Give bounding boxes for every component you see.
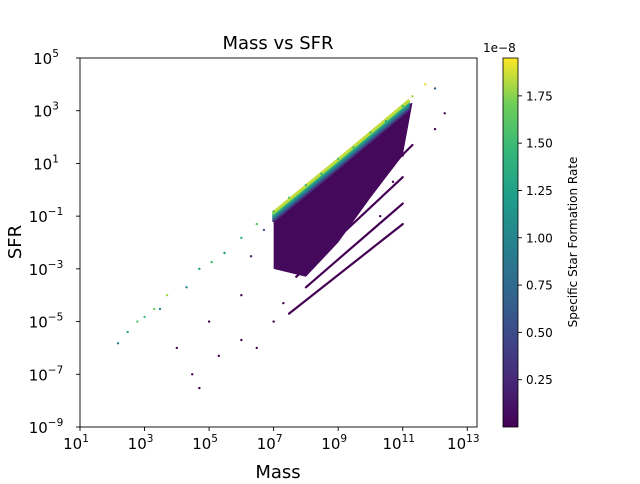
scatter-point: [320, 172, 323, 176]
scatter-edge: [272, 105, 410, 220]
scatter-point: [424, 83, 427, 86]
scatter-point: [401, 154, 404, 157]
scatter-point: [116, 342, 120, 345]
scatter-point: [272, 320, 275, 323]
scatter-point: [165, 294, 169, 297]
y-tick-label: 10−9: [29, 417, 64, 437]
scatter-point: [272, 210, 275, 213]
scatter-point: [175, 346, 179, 350]
scatter-point: [369, 188, 372, 191]
scatter-point: [255, 346, 258, 350]
scatter-point: [153, 307, 156, 311]
scatter-point: [240, 294, 243, 297]
colorbar-tick-label: 0.25: [526, 373, 553, 387]
scatter-point: [262, 228, 266, 232]
colorbar-tick-label: 1.00: [526, 231, 553, 245]
x-tick-label: 105: [192, 433, 218, 453]
y-tick-label: 101: [33, 153, 59, 173]
scatter-point: [433, 127, 437, 131]
scatter-point: [282, 301, 285, 305]
scatter-band: [287, 222, 404, 315]
scatter-point: [210, 260, 213, 264]
scatter-point: [384, 120, 388, 123]
scatter-point: [136, 320, 139, 323]
chart-title: Mass vs SFR: [222, 33, 333, 54]
scatter-point: [240, 338, 243, 342]
y-axis-ticks: 10−9 10−7 10−5 10−3 10−1 101 103 105: [29, 48, 80, 437]
x-tick-label: 101: [63, 433, 89, 453]
scatter-point: [304, 183, 308, 187]
y-tick-label: 10−1: [29, 206, 64, 226]
y-tick-label: 10−7: [29, 364, 64, 384]
scatter-point: [369, 131, 372, 134]
colorbar-tick-label: 1.25: [526, 184, 553, 198]
scatter-point: [143, 315, 146, 319]
scatter-point: [191, 373, 194, 376]
x-axis-ticks: 101 103 105 107 109 1011 1013: [63, 427, 480, 453]
colorbar-tick-label: 1.75: [526, 89, 553, 103]
scatter-point: [207, 320, 211, 323]
x-tick-label: 107: [257, 433, 283, 453]
plot-frame: [79, 57, 478, 428]
colorbar-offset-text: 1e−8: [483, 41, 516, 55]
scatter-point: [391, 180, 395, 184]
scatter-point: [217, 354, 221, 358]
scatter-point: [443, 112, 446, 115]
x-tick-label: 1011: [383, 433, 415, 453]
scatter-band: [304, 202, 404, 289]
scatter-points: [116, 83, 446, 390]
scatter-point: [378, 214, 382, 218]
x-tick-label: 1013: [447, 433, 479, 453]
scatter-point: [126, 330, 129, 334]
x-tick-label: 103: [128, 433, 154, 453]
scatter-dense-cloud: [273, 102, 413, 277]
scatter-point: [198, 267, 201, 271]
scatter-point: [336, 157, 340, 160]
colorbar: [502, 57, 519, 428]
y-tick-label: 10−5: [29, 312, 64, 332]
scatter-point: [352, 146, 355, 149]
scatter-point: [249, 255, 253, 258]
y-tick-label: 103: [33, 101, 59, 121]
scatter-point: [198, 386, 201, 390]
scatter-point: [287, 196, 291, 199]
colorbar-label: Specific Star Formation Rate: [566, 157, 580, 328]
y-tick-label: 10−3: [29, 259, 64, 279]
y-axis-label: SFR: [5, 225, 26, 259]
scatter-point: [411, 95, 414, 98]
colorbar-ticks: 0.25 0.50 0.75 1.00 1.25 1.50 1.75: [518, 89, 553, 387]
scatter-point: [255, 222, 258, 226]
scatter-point: [336, 222, 340, 226]
scatter-point: [401, 104, 404, 108]
x-axis-label: Mass: [255, 462, 300, 480]
scatter-point: [223, 251, 226, 255]
x-tick-label: 109: [321, 433, 347, 453]
scatter-edge: [272, 103, 410, 218]
colorbar-tick-label: 1.50: [526, 137, 553, 151]
colorbar-tick-label: 0.75: [526, 279, 553, 293]
scatter-edge: [272, 107, 410, 223]
colorbar-tick-label: 0.50: [526, 326, 553, 340]
scatter-point: [185, 286, 188, 289]
scatter-point: [158, 307, 162, 311]
scatter-point: [240, 236, 243, 240]
y-tick-label: 105: [33, 48, 59, 68]
scatter-point: [433, 87, 437, 90]
scatter-point: [304, 267, 308, 271]
